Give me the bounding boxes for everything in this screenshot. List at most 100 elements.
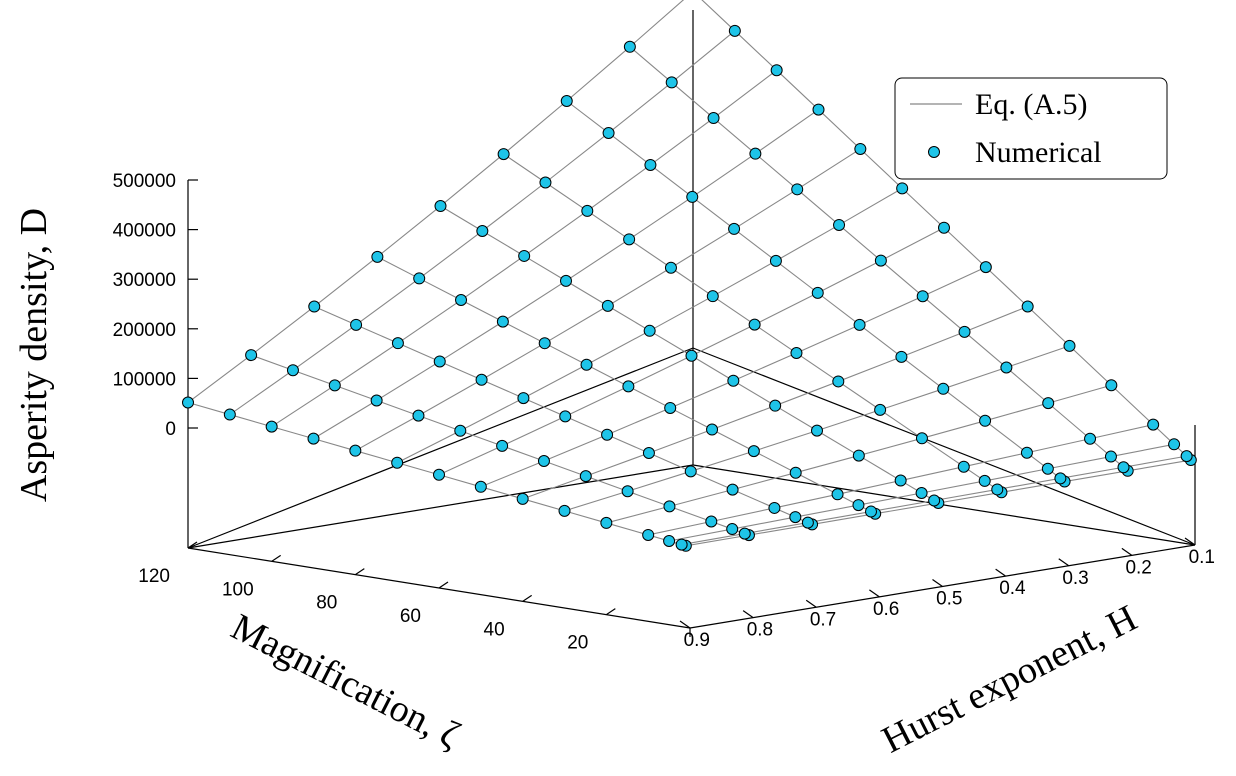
numerical-point [455,294,468,307]
numerical-point [706,290,719,303]
numerical-point [833,218,846,231]
numerical-point [391,456,404,469]
zeta-tick-label: 80 [316,593,337,614]
numerical-point [938,221,950,234]
numerical-point [602,126,615,139]
h-axis-title: Hurst exponent, H [875,597,1143,761]
numerical-point [663,500,676,513]
numerical-point [644,158,657,171]
numerical-point [769,254,782,267]
numerical-point [349,444,362,457]
numerical-point [580,358,593,371]
numerical-point [350,318,363,331]
numerical-point [286,364,299,377]
numerical-point [413,272,426,285]
numerical-point [1147,418,1160,431]
z-tick-label: 400000 [113,221,176,242]
numerical-point [686,190,699,203]
tick-marks: 0 100000 200000 300000 400000 500000 20 40 60 80 1… [113,171,1215,654]
numerical-point [642,447,655,460]
legend-line-label: Eq. (A.5) [975,88,1087,121]
zeta-tick-label: 100 [222,579,254,600]
numerical-point [623,233,636,246]
numerical-point [245,349,258,362]
numerical-point [1105,379,1118,392]
numerical-point [621,485,634,498]
hurst-tick-mark [995,568,1006,577]
numerical-point [895,350,908,363]
zeta-tick-label: 60 [400,606,421,627]
numerical-point [328,379,341,392]
numerical-point [874,403,887,416]
floor-edge-back-left [187,464,694,549]
numerical-point [560,94,573,107]
numerical-point [475,373,488,386]
hurst-tick-label: 0.6 [873,599,899,620]
back-floor-left [187,347,694,549]
numerical-point [852,499,865,512]
numerical-point [622,380,635,393]
numerical-point [747,445,760,458]
zeta-tick-mark [355,568,365,576]
numerical-point [537,454,550,467]
numerical-point [738,527,751,540]
numerical-point [434,200,447,213]
numerical-point [517,392,530,405]
numerical-point [496,439,509,452]
legend-marker-swatch [928,146,940,158]
z-tick-label: 0 [165,419,176,440]
hurst-tick-label: 0.9 [684,630,710,651]
legend: Eq. (A.5) Numerical [894,77,1168,180]
numerical-point [433,468,445,481]
numerical-point [391,337,404,350]
numerical-point [579,470,592,483]
numerical-point [894,474,907,487]
numerical-point [769,399,782,412]
numerical-point [811,286,824,299]
numerical-point [685,349,698,362]
surface-line-constant-zeta [229,30,736,416]
numerical-point [1084,432,1097,445]
numerical-point [1117,461,1130,474]
numerical-point [705,515,718,528]
zeta-tick-mark [522,594,532,602]
numerical-point [474,480,487,493]
back-floor-right [692,347,1196,546]
zeta-tick-label: 20 [567,633,588,654]
hurst-tick-label: 0.1 [1189,547,1215,568]
numerical-point [433,355,446,368]
numerical-point [223,408,236,421]
numerical-point [896,182,909,195]
numerical-point [789,511,802,524]
numerical-point [182,396,194,409]
numerical-point [1020,446,1033,459]
numerical-point [801,516,814,529]
hurst-tick-label: 0.2 [1125,557,1151,578]
numerical-point [706,423,719,436]
numerical-point [664,261,677,274]
surface-line-constant-zeta [355,148,861,452]
numerical-point [978,474,991,487]
numerical-point [748,318,761,331]
numerical-point [852,449,865,462]
hurst-tick-mark [1058,558,1070,567]
numerical-point [991,483,1004,496]
numerical-point [518,249,531,262]
numerical-point [643,324,656,337]
numerical-point [516,492,529,505]
numerical-point [865,505,878,518]
y-axis-title: Asperity density, D [13,208,55,502]
hurst-tick-label: 0.3 [1062,568,1088,589]
numerical-point [726,523,739,536]
numerical-point [663,534,676,547]
z-tick-label: 300000 [113,270,176,291]
numerical-point [853,318,866,331]
numerical-point [560,274,572,287]
hurst-tick-mark [932,579,943,587]
numerical-point [665,76,678,89]
numerical-point [728,24,741,37]
numerical-point [728,222,741,235]
legend-box [894,77,1168,180]
numerical-point [749,147,762,160]
